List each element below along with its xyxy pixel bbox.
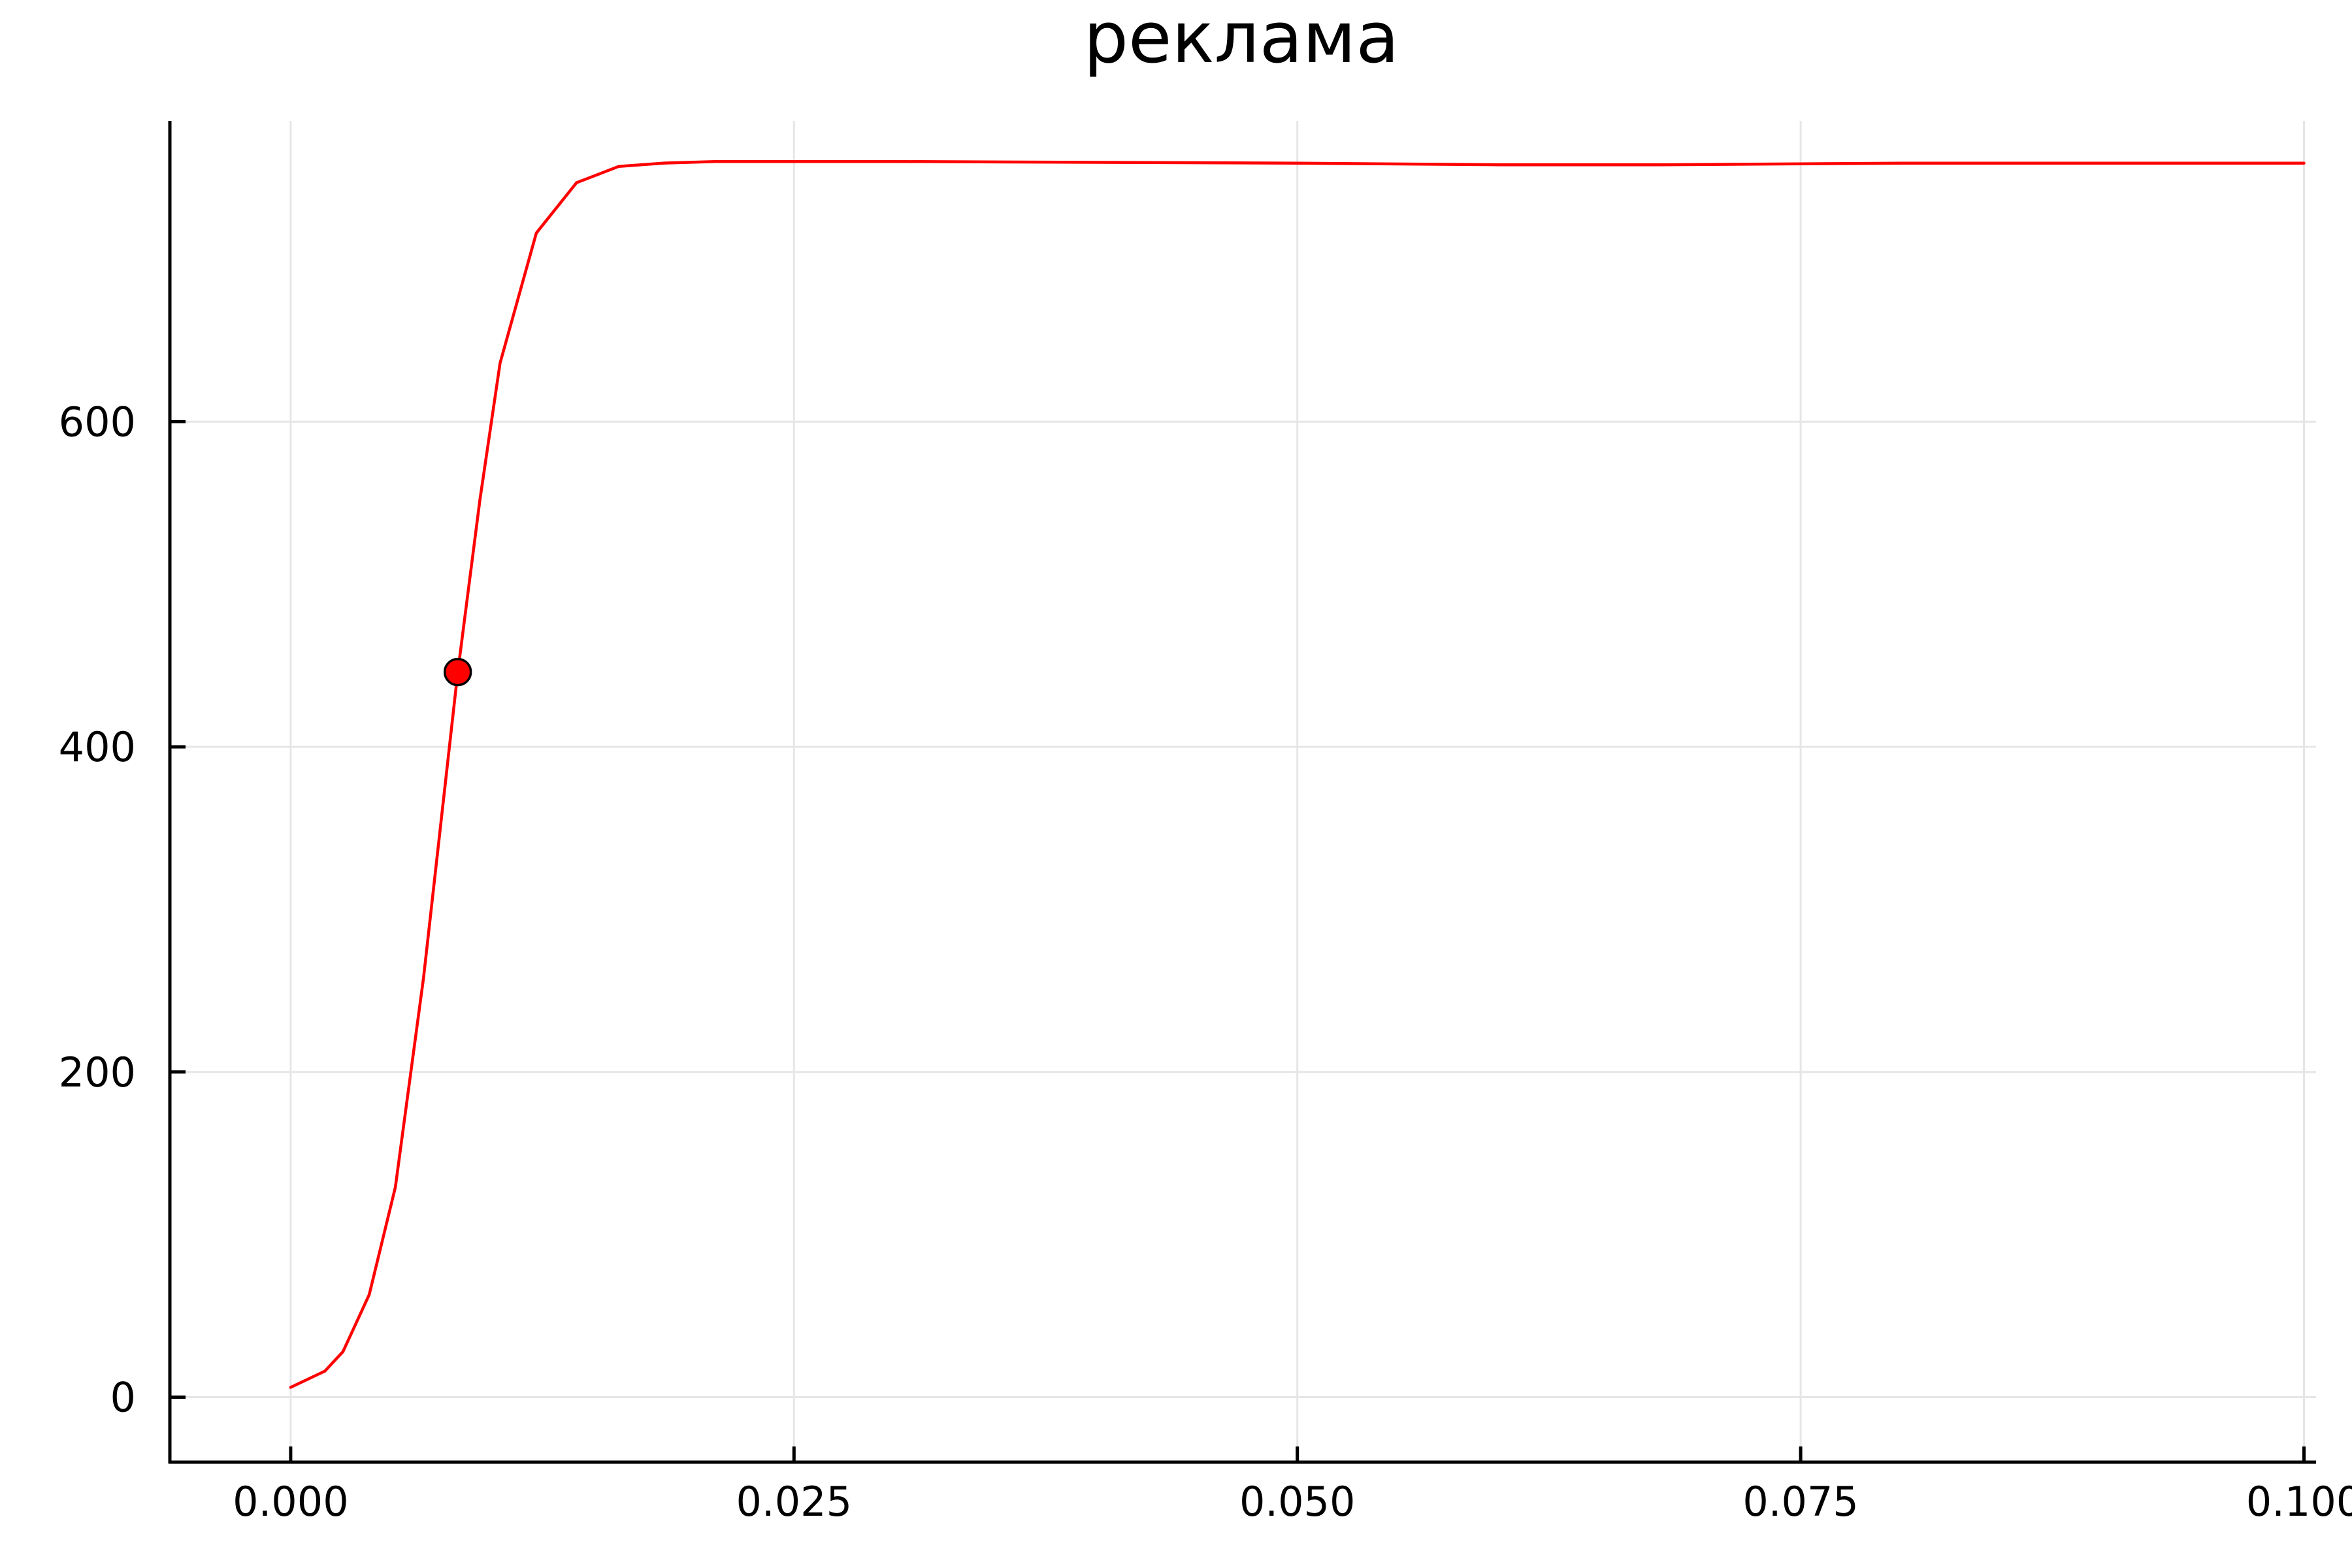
highlight-point-marker [443, 657, 472, 687]
x-tick-label-0: 0.000 [233, 1478, 349, 1526]
x-tick-label-1: 0.025 [736, 1478, 853, 1526]
axes [168, 121, 2316, 1464]
x-tick-label-3: 0.075 [1742, 1478, 1859, 1526]
y-tick-label-2: 400 [59, 723, 136, 771]
series-layer [289, 159, 2306, 1389]
x-tick-label-2: 0.050 [1239, 1478, 1356, 1526]
x-tick-label-4: 0.100 [2246, 1478, 2352, 1526]
y-tick-label-3: 600 [59, 398, 136, 446]
chart-title: реклама [1083, 0, 1399, 79]
grid-lines [170, 121, 2316, 1462]
y-tick-label-1: 200 [59, 1049, 136, 1096]
y-tick-label-0: 0 [110, 1373, 136, 1421]
tick-labels: 0.000 0.025 0.050 0.075 0.100 0 200 400 600 [59, 398, 2352, 1526]
series-line-0 [289, 159, 2306, 1389]
